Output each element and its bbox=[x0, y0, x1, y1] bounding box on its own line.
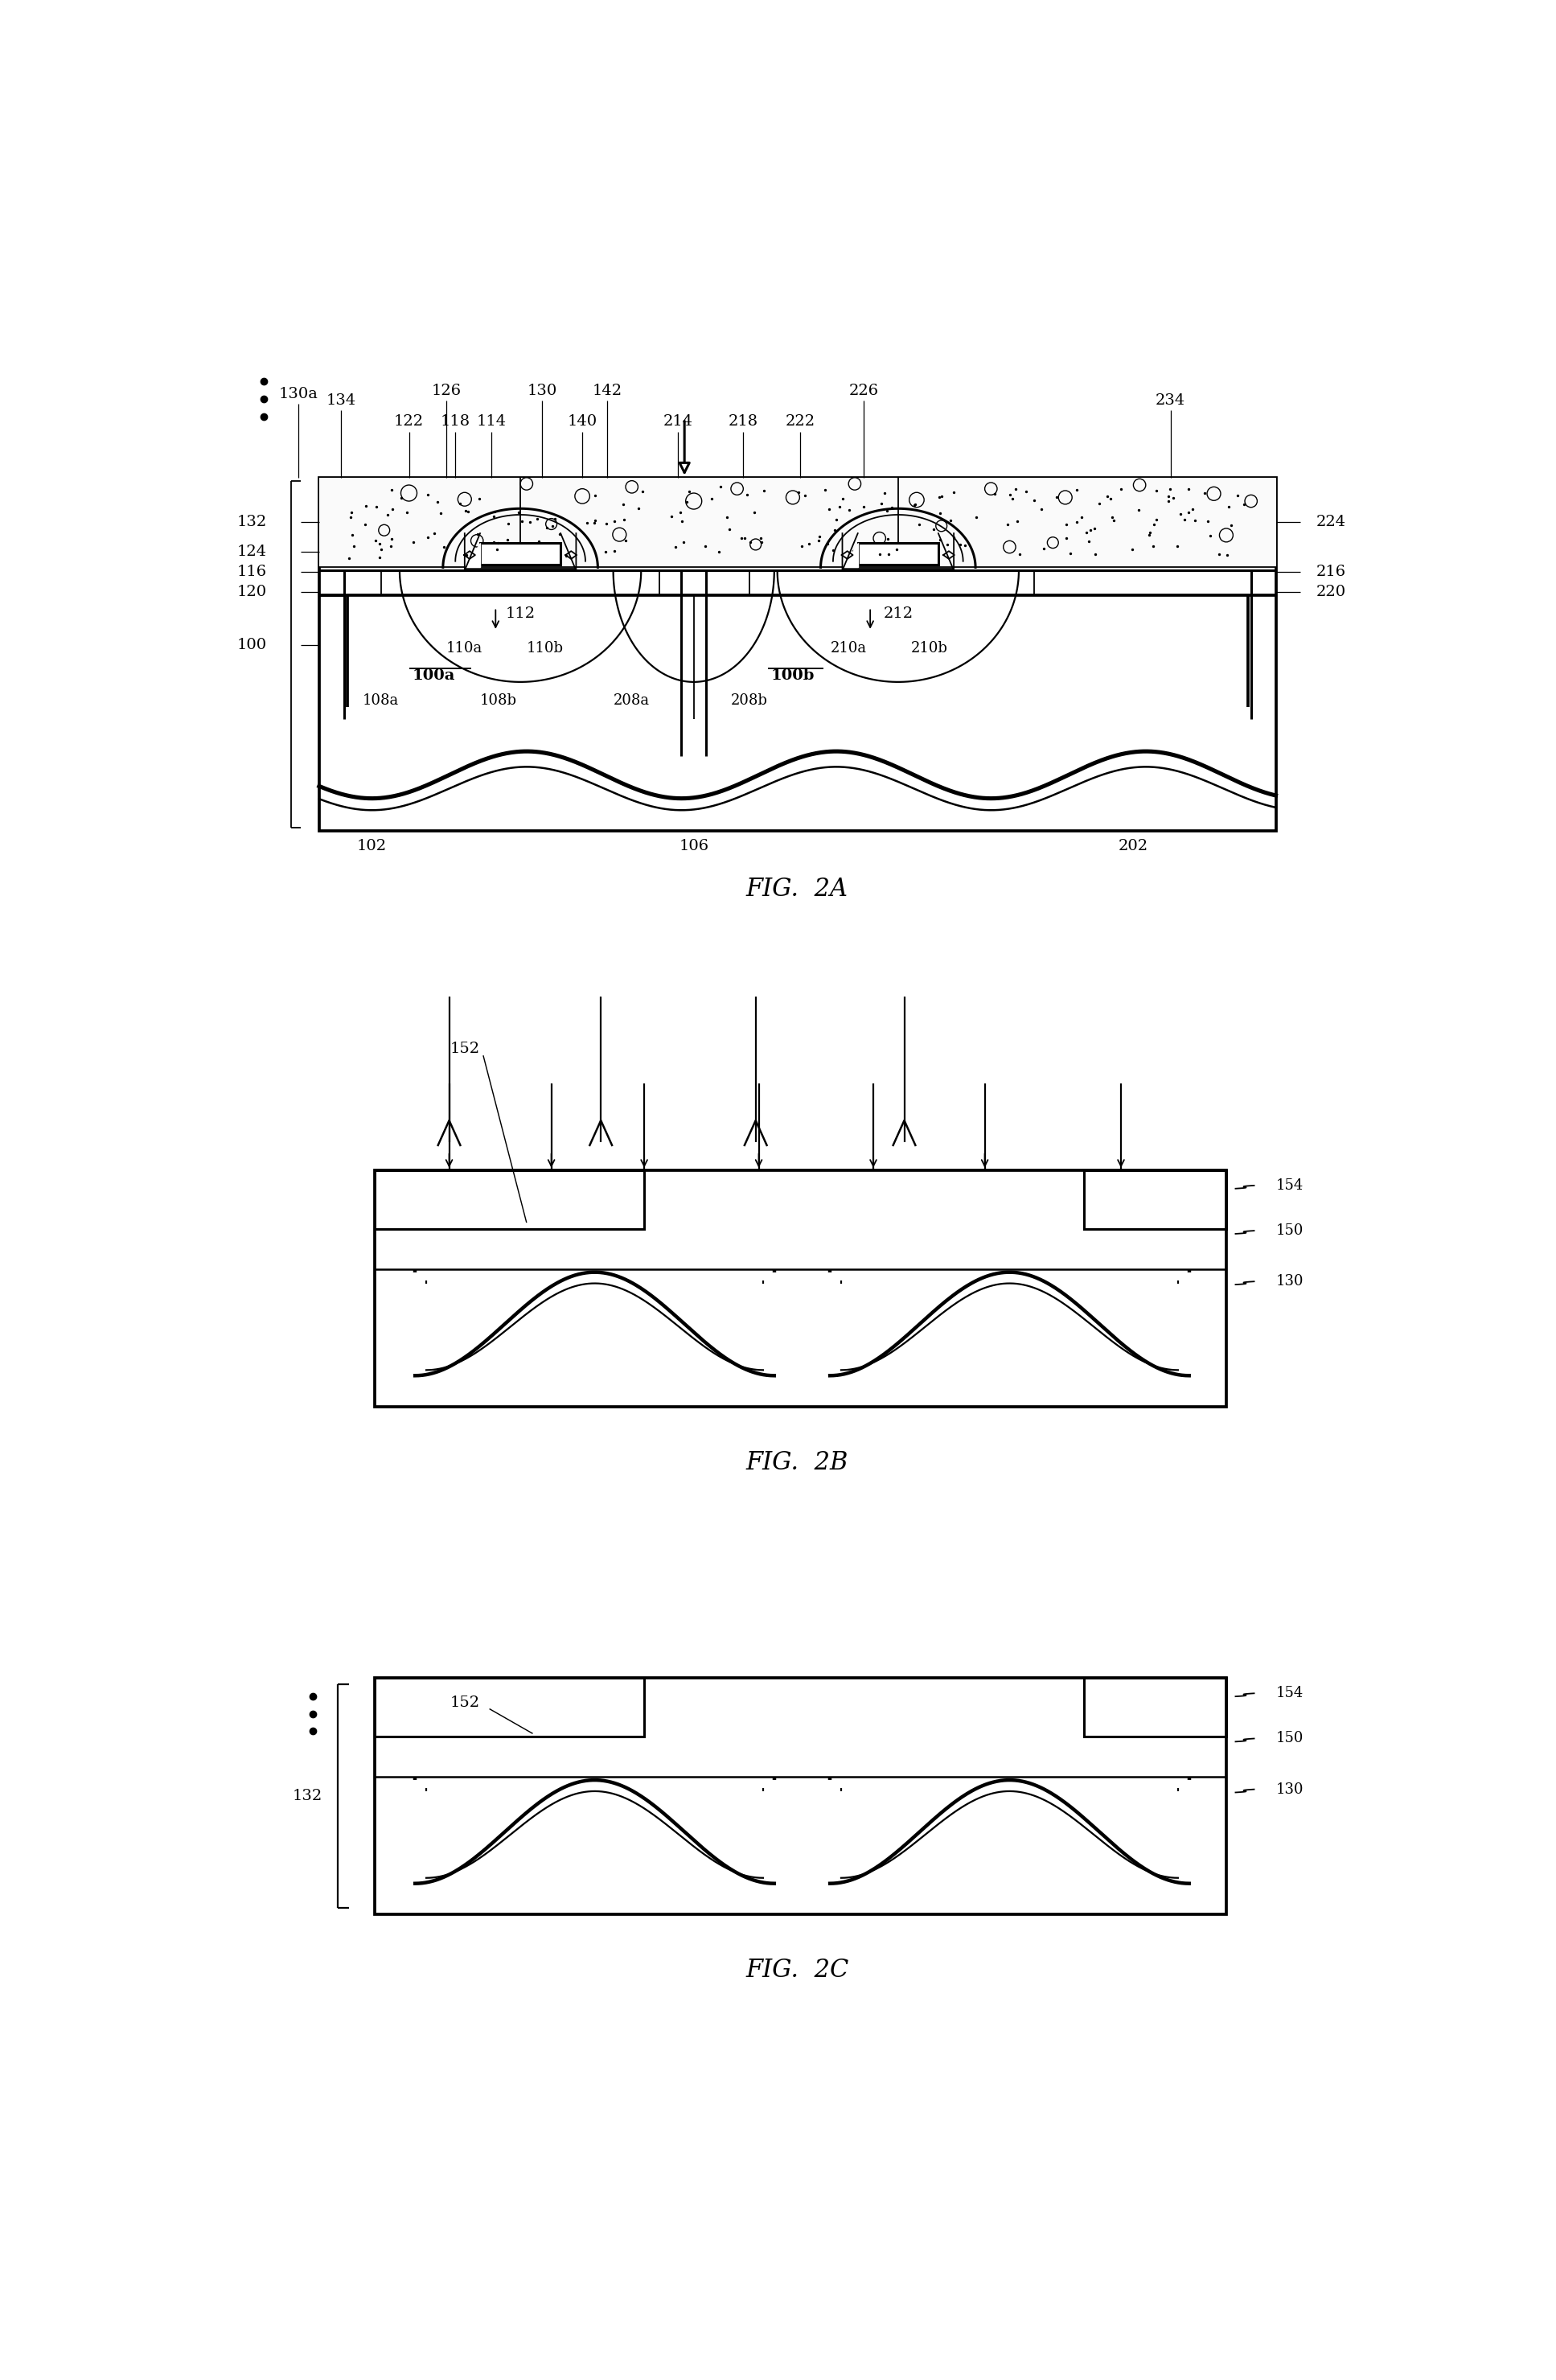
Text: 214: 214 bbox=[663, 414, 692, 428]
Text: 124: 124 bbox=[237, 545, 266, 559]
Polygon shape bbox=[465, 543, 481, 566]
Text: 114: 114 bbox=[476, 414, 506, 428]
Text: 108a: 108a bbox=[363, 693, 400, 707]
Text: 100: 100 bbox=[237, 638, 266, 652]
Polygon shape bbox=[842, 543, 857, 566]
Text: 126: 126 bbox=[431, 383, 461, 397]
Bar bbox=[1085, 1678, 1226, 1737]
Text: 116: 116 bbox=[237, 564, 266, 578]
Bar bbox=[857, 543, 938, 564]
Bar bbox=[375, 1171, 1226, 1407]
Text: FIG.  2B: FIG. 2B bbox=[745, 1449, 848, 1476]
Text: 210a: 210a bbox=[831, 640, 867, 654]
Text: 152: 152 bbox=[450, 1695, 479, 1709]
Text: 120: 120 bbox=[237, 585, 266, 600]
Text: 130: 130 bbox=[527, 383, 557, 397]
Text: 150: 150 bbox=[1276, 1730, 1304, 1747]
Text: 106: 106 bbox=[678, 838, 708, 854]
Text: 118: 118 bbox=[440, 414, 470, 428]
Text: 220: 220 bbox=[1316, 585, 1346, 600]
Text: 224: 224 bbox=[1316, 514, 1346, 528]
Text: 216: 216 bbox=[1316, 564, 1346, 578]
Text: 134: 134 bbox=[325, 393, 356, 407]
Text: 108b: 108b bbox=[481, 693, 517, 707]
Text: 130: 130 bbox=[1276, 1783, 1304, 1797]
Text: 212: 212 bbox=[884, 607, 913, 621]
Text: 130: 130 bbox=[1276, 1273, 1304, 1288]
Text: 202: 202 bbox=[1119, 838, 1148, 854]
Bar bbox=[1085, 1171, 1226, 1228]
Bar bbox=[319, 478, 1276, 566]
Bar bbox=[375, 1678, 644, 1737]
Text: 226: 226 bbox=[850, 383, 879, 397]
Text: 110b: 110b bbox=[526, 640, 563, 654]
Text: 150: 150 bbox=[1276, 1223, 1304, 1238]
Text: 140: 140 bbox=[568, 414, 598, 428]
Text: 122: 122 bbox=[394, 414, 423, 428]
Bar bbox=[319, 478, 1276, 831]
Text: FIG.  2A: FIG. 2A bbox=[745, 876, 848, 902]
Text: 208b: 208b bbox=[731, 693, 769, 707]
Text: 130a: 130a bbox=[279, 386, 319, 402]
Text: 132: 132 bbox=[237, 514, 266, 528]
Text: 102: 102 bbox=[356, 838, 387, 854]
Text: 234: 234 bbox=[1156, 393, 1186, 407]
Text: 152: 152 bbox=[450, 1042, 479, 1057]
Text: 112: 112 bbox=[506, 607, 535, 621]
Text: 154: 154 bbox=[1276, 1685, 1304, 1702]
Text: 210b: 210b bbox=[910, 640, 948, 654]
Text: 110a: 110a bbox=[447, 640, 482, 654]
Text: 100b: 100b bbox=[770, 669, 815, 683]
Text: 154: 154 bbox=[1276, 1178, 1304, 1192]
Text: 208a: 208a bbox=[613, 693, 650, 707]
Text: 218: 218 bbox=[728, 414, 758, 428]
Text: 132: 132 bbox=[293, 1790, 322, 1804]
Bar bbox=[375, 1678, 1226, 1914]
Bar bbox=[481, 543, 560, 564]
Text: 142: 142 bbox=[593, 383, 622, 397]
Text: FIG.  2C: FIG. 2C bbox=[745, 1959, 848, 1983]
Text: 222: 222 bbox=[786, 414, 815, 428]
Text: 100a: 100a bbox=[412, 669, 456, 683]
Bar bbox=[375, 1171, 644, 1228]
